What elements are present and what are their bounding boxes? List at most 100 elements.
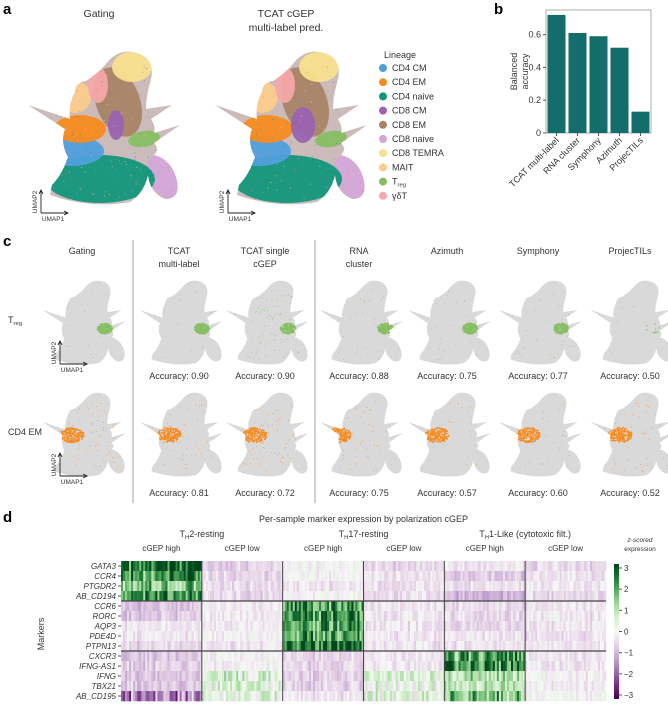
scatter-point bbox=[247, 420, 249, 422]
highlight-point bbox=[389, 330, 392, 333]
highlight-point bbox=[625, 430, 627, 432]
highlight-point bbox=[622, 437, 624, 440]
highlight-point bbox=[333, 433, 335, 435]
subgroup-label: cGEP low bbox=[225, 544, 260, 553]
heatmap-title: Per-sample marker expression by polariza… bbox=[259, 514, 468, 524]
highlight-point bbox=[109, 330, 112, 333]
cell-point bbox=[50, 161, 52, 163]
highlight-point bbox=[334, 438, 337, 441]
scatter-point bbox=[245, 292, 247, 294]
cell-point bbox=[310, 101, 312, 103]
highlight-point bbox=[64, 439, 67, 442]
highlight-point bbox=[617, 427, 619, 429]
cell-point bbox=[348, 110, 350, 112]
scatter-point bbox=[48, 317, 50, 319]
scatter-point bbox=[327, 289, 329, 291]
cell-point bbox=[56, 92, 58, 94]
highlight-point bbox=[342, 440, 344, 443]
scatter-point bbox=[174, 429, 176, 431]
scatter-point bbox=[391, 426, 393, 428]
scatter-point bbox=[262, 425, 264, 427]
highlight-point bbox=[438, 431, 441, 433]
highlight-point bbox=[391, 328, 393, 331]
scatter-point bbox=[469, 431, 471, 433]
scatter-point bbox=[278, 350, 280, 352]
cell-point bbox=[242, 100, 244, 102]
highlight-point bbox=[530, 439, 532, 442]
highlight-point bbox=[82, 432, 85, 434]
highlight-point bbox=[71, 428, 74, 431]
scatter-point bbox=[205, 465, 207, 467]
cell-point bbox=[255, 119, 257, 121]
highlight-point bbox=[476, 327, 479, 329]
scatter-point bbox=[274, 289, 276, 291]
cell-point bbox=[296, 82, 298, 84]
highlight-point bbox=[562, 325, 565, 328]
highlight-point bbox=[199, 325, 201, 328]
scatter-point bbox=[91, 423, 93, 425]
scatter-point bbox=[363, 422, 365, 424]
scatter-point bbox=[476, 451, 478, 453]
highlight-point bbox=[204, 328, 207, 331]
highlight-point bbox=[67, 428, 69, 431]
highlight-point bbox=[254, 427, 257, 429]
highlight-point bbox=[515, 434, 518, 436]
scatter-point bbox=[549, 321, 551, 323]
scatter-point bbox=[597, 412, 599, 414]
scatter-point bbox=[115, 451, 117, 453]
scatter-point bbox=[455, 343, 457, 345]
scatter-point bbox=[343, 457, 345, 459]
scatter-point bbox=[207, 448, 209, 450]
scatter-point bbox=[324, 404, 326, 406]
umap-embedding bbox=[28, 51, 180, 205]
scatter-point bbox=[324, 434, 326, 436]
highlight-point bbox=[156, 433, 159, 436]
scatter-point bbox=[55, 448, 57, 450]
scatter-point bbox=[469, 407, 471, 409]
highlight-point bbox=[340, 441, 342, 444]
highlight-point bbox=[259, 436, 262, 439]
umap-embedding bbox=[225, 392, 309, 477]
cell-point bbox=[153, 151, 155, 153]
scatter-point bbox=[92, 413, 94, 415]
highlight-point bbox=[342, 432, 345, 434]
highlight-point bbox=[653, 332, 656, 334]
cell-point bbox=[138, 93, 141, 95]
scatter-point bbox=[236, 438, 238, 440]
scatter-point bbox=[280, 338, 282, 340]
cell-point bbox=[273, 84, 276, 86]
scatter-point bbox=[59, 430, 61, 432]
scatter-point bbox=[276, 299, 278, 301]
highlight-point bbox=[200, 328, 203, 331]
heatmap-cell bbox=[121, 601, 124, 612]
cell-point bbox=[76, 90, 78, 92]
highlight-point bbox=[655, 331, 657, 334]
cell-point bbox=[153, 114, 156, 117]
highlight-point bbox=[331, 438, 334, 440]
cell-point bbox=[114, 124, 117, 126]
scatter-point bbox=[114, 440, 116, 442]
scatter-point bbox=[155, 406, 157, 408]
cell-point bbox=[345, 67, 347, 69]
cell-point bbox=[119, 154, 121, 156]
y-axis-label: accuracy bbox=[520, 53, 530, 90]
highlight-point bbox=[387, 324, 390, 326]
cell-point bbox=[352, 140, 354, 143]
scatter-point bbox=[338, 439, 340, 441]
scatter-point bbox=[299, 413, 301, 415]
scatter-point bbox=[280, 313, 282, 315]
scatter-point bbox=[88, 408, 90, 410]
cell-point bbox=[280, 180, 282, 182]
scatter-point bbox=[460, 419, 462, 421]
cell-point bbox=[250, 152, 252, 154]
highlight-point bbox=[330, 431, 332, 433]
cell-point bbox=[106, 103, 109, 106]
scatter-point bbox=[642, 470, 644, 472]
highlight-point bbox=[566, 329, 568, 331]
heatmap-cell bbox=[131, 571, 134, 582]
highlight-point bbox=[341, 428, 343, 431]
scatter-point bbox=[73, 403, 75, 405]
scatter-point bbox=[79, 429, 81, 431]
legend-swatch bbox=[379, 92, 387, 101]
